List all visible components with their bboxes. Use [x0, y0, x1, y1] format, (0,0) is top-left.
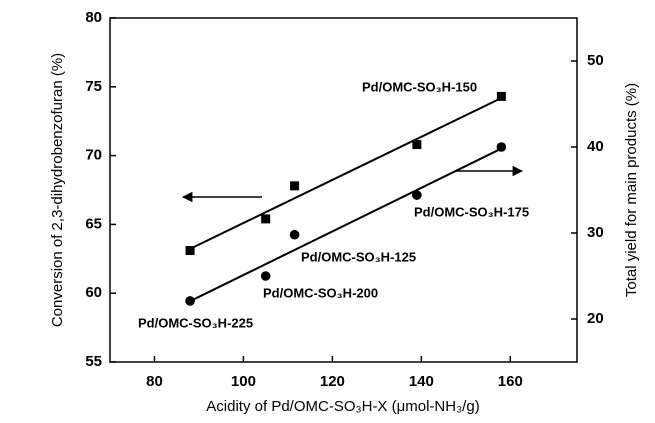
point: [289, 229, 300, 240]
point: [496, 91, 506, 101]
y2-tick-label: 50: [587, 52, 604, 69]
y-tick-label: 80: [85, 9, 102, 26]
annotation: Pd/OMC-SO₃H-150: [362, 79, 477, 94]
point: [260, 271, 271, 281]
point: [412, 140, 422, 150]
annotation: Pd/OMC-SO₃H-125: [301, 249, 416, 264]
point: [185, 296, 195, 306]
y-tick-label: 60: [85, 284, 102, 301]
y-tick-label: 75: [85, 78, 102, 95]
point: [290, 181, 300, 191]
annotation: Pd/OMC-SO₃H-225: [138, 315, 253, 330]
x-tick-label: 120: [320, 373, 345, 390]
fit-line: [189, 97, 502, 250]
annotation: Pd/OMC-SO₃H-175: [414, 204, 529, 219]
point: [261, 214, 271, 224]
plot-frame: [109, 17, 578, 363]
point: [496, 142, 507, 152]
y2-tick-label: 30: [587, 224, 604, 241]
x-tick-label: 100: [231, 373, 256, 390]
x-tick-label: 160: [498, 373, 523, 390]
fit-line: [189, 147, 502, 303]
y2-tick-label: 20: [587, 310, 604, 327]
x-axis-label: Acidity of Pd/OMC-SO₃H-X (μmol-NH₃/g): [206, 398, 479, 415]
y-axis-label: Conversion of 2,3-dihydrobenzofuran (%): [49, 53, 66, 327]
y-tick-label: 65: [85, 215, 102, 232]
x-tick-label: 80: [146, 373, 163, 390]
point: [185, 246, 195, 256]
y2-axis-label: Total yield for main products (%): [623, 83, 640, 297]
y2-tick-label: 40: [587, 138, 604, 155]
point: [412, 190, 422, 200]
y-tick-label: 70: [85, 147, 102, 164]
y-tick-label: 55: [85, 353, 102, 370]
annotation: Pd/OMC-SO₃H-200: [263, 285, 378, 300]
x-tick-label: 140: [409, 373, 434, 390]
